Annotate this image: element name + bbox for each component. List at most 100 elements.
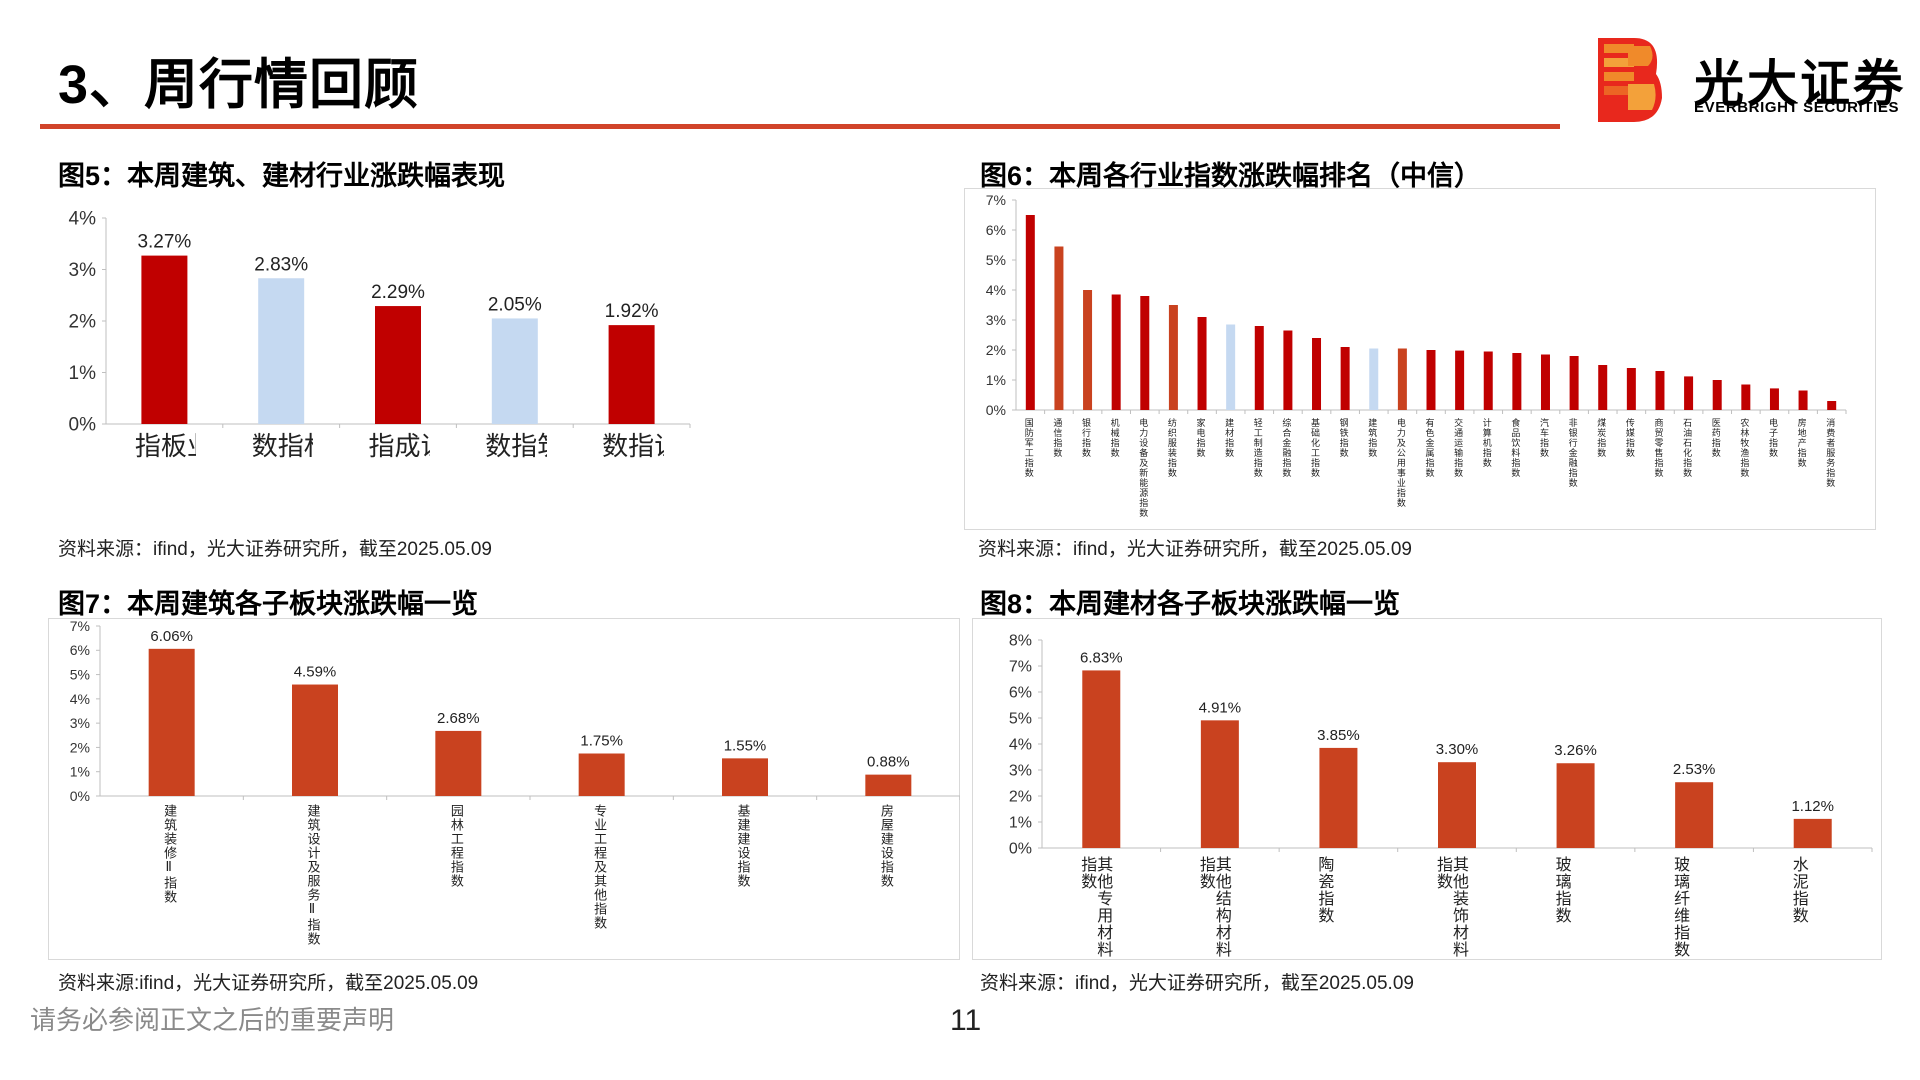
x-category-label: 建材指数 <box>1223 418 1233 458</box>
x-category-label-text: 交通运输指数 <box>1452 418 1463 478</box>
x-category-label: 传媒指数 <box>1623 418 1634 458</box>
y-tick-label: 5% <box>1009 711 1032 728</box>
y-tick-label: 4% <box>70 691 90 707</box>
x-category-label-text: 陶瓷指数 <box>1316 856 1335 924</box>
figure-7-bar-chart: 0% 1% 2% 3% 4% 5% 6% 7% 6.06% 建筑装修Ⅱ指数 4.59% 建筑设计及服务… <box>48 618 960 960</box>
x-category-label: 专业工程及其他指数 <box>592 804 606 930</box>
bar <box>1598 365 1608 410</box>
chart-frame <box>964 188 1876 530</box>
bar <box>1197 317 1207 410</box>
x-category-label-text: 煤炭指数 <box>1595 418 1606 458</box>
y-tick-label: 5% <box>70 666 90 682</box>
bar <box>1200 720 1239 848</box>
x-category-label-text: 建材指数 <box>249 432 313 462</box>
x-category-label: 非银行金融指数 <box>1566 418 1577 488</box>
bar <box>1082 670 1121 848</box>
bar <box>865 774 912 796</box>
bar <box>1140 296 1150 410</box>
data-label: 4.91% <box>1199 699 1242 716</box>
x-category-label-text: 银行指数 <box>1080 418 1091 458</box>
x-category-label-text: 汽车指数 <box>1537 418 1548 458</box>
x-category-label: 其他专用材料指数 <box>1079 856 1114 958</box>
bar <box>491 318 538 424</box>
x-category-label-text: 钢铁指数 <box>1337 418 1348 458</box>
figure-8-source: 资料来源：ifind，光大证券研究所，截至2025.05.09 <box>980 973 1414 994</box>
x-category-label: 电子指数 <box>1767 418 1777 458</box>
x-category-label: 有色金属指数 <box>1423 418 1434 478</box>
y-tick-label: 2% <box>1009 789 1032 806</box>
data-label: 3.27% <box>137 232 191 253</box>
data-label: 2.05% <box>488 294 542 315</box>
bar <box>1283 330 1293 410</box>
brand-name-en: EVERBRIGHT SECURITIES <box>1694 99 1900 116</box>
y-tick-label: 2% <box>69 312 97 333</box>
x-category-label-text: 建筑装修Ⅱ指数 <box>162 804 177 904</box>
x-category-label: 房地产指数 <box>1795 418 1806 468</box>
bar <box>1083 290 1093 410</box>
x-category-label-text: 房地产指数 <box>1795 418 1806 468</box>
bar <box>1340 347 1350 410</box>
bar <box>1483 351 1493 410</box>
y-tick-label: 7% <box>70 618 90 634</box>
x-category-label-text: 基础化工指数 <box>1309 418 1320 478</box>
data-label: 3.85% <box>1317 727 1360 744</box>
x-category-label-text: 基建建设指数 <box>735 804 750 888</box>
x-category-label-text: 纺织服装指数 <box>1165 418 1176 478</box>
y-tick-label: 0% <box>1009 841 1032 858</box>
y-tick-label: 5% <box>986 252 1006 268</box>
y-tick-label: 0% <box>70 788 90 804</box>
x-category-label-text: 通信指数 <box>1051 418 1062 458</box>
bar <box>1426 350 1436 410</box>
data-label: 1.92% <box>605 301 659 322</box>
x-category-label: 其他结构材料指数 <box>1198 856 1232 958</box>
bar <box>1438 762 1476 848</box>
figure-7-source: 资料来源:ifind，光大证券研究所，截至2025.05.09 <box>58 973 479 994</box>
figure-8-title: 图8：本周建材各子板块涨跌幅一览 <box>980 589 1401 619</box>
x-category-label-text: 有色金属指数 <box>1423 418 1434 478</box>
bar <box>292 684 338 796</box>
everbright-logo-icon <box>1598 38 1662 122</box>
bar <box>1684 376 1694 410</box>
data-label: 1.75% <box>580 733 623 750</box>
bar <box>1369 348 1379 410</box>
x-category-label-text: 深证成指 <box>366 432 430 462</box>
bar <box>1254 326 1264 410</box>
x-category-label-text: 传媒指数 <box>1623 418 1634 458</box>
x-category-label-text: 计算机指数 <box>1480 418 1491 468</box>
x-category-label: 建筑指数 <box>1366 418 1376 458</box>
bar <box>1798 390 1808 410</box>
x-category-label-text: 电力及公用事业指数 <box>1394 418 1405 508</box>
bar <box>1569 356 1579 410</box>
x-category-label: 石油石化指数 <box>1681 418 1691 478</box>
bar <box>141 255 188 424</box>
x-category-label-text: 水泥指数 <box>1790 856 1809 924</box>
figure-7-title: 图7：本周建筑各子板块涨跌幅一览 <box>58 589 479 619</box>
x-category-label: 玻璃指数 <box>1554 856 1572 924</box>
figure-5-source: 资料来源：ifind，光大证券研究所，截至2025.05.09 <box>58 539 492 560</box>
data-label: 1.55% <box>724 737 767 754</box>
figure-5-title: 图5：本周建筑、建材行业涨跌幅表现 <box>58 161 506 191</box>
y-tick-label: 3% <box>986 312 1006 328</box>
x-category-label: 家电指数 <box>1194 418 1205 458</box>
bar <box>1111 294 1121 410</box>
x-category-label: 消费者服务指数 <box>1824 418 1834 488</box>
bar <box>1712 380 1722 410</box>
page-number: 11 <box>950 1004 982 1037</box>
x-category-label-text: 家电指数 <box>1194 418 1205 458</box>
y-tick-label: 2% <box>70 739 90 755</box>
x-category-label: 煤炭指数 <box>1595 418 1606 458</box>
y-tick-label: 3% <box>1009 763 1032 780</box>
x-category-label: 银行指数 <box>1080 418 1091 458</box>
x-category-label: 电力设备及新能源指数 <box>1137 418 1147 518</box>
x-category-label-text: 非银行金融指数 <box>1566 418 1577 488</box>
data-label: 0.88% <box>867 754 910 771</box>
x-category-label: 综合金融指数 <box>1280 418 1290 478</box>
bar <box>1312 338 1322 410</box>
x-category-label-text: 其他专用材料指数 <box>1079 856 1114 958</box>
y-tick-label: 4% <box>986 282 1006 298</box>
bar <box>1540 354 1550 410</box>
bar <box>1397 348 1407 410</box>
x-category-label: 建筑设计及服务Ⅱ指数 <box>306 804 320 946</box>
x-category-label: 上证指数 <box>600 432 664 462</box>
x-category-label: 园林工程指数 <box>449 804 463 888</box>
